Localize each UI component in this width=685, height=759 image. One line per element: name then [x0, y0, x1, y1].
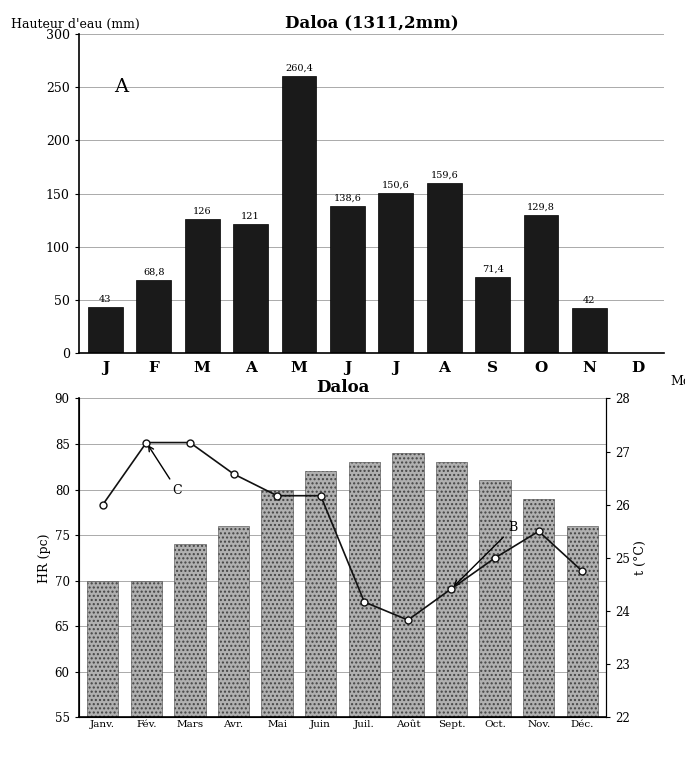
- Text: C: C: [149, 446, 182, 497]
- Text: 121: 121: [241, 213, 260, 221]
- Text: 129,8: 129,8: [527, 203, 555, 212]
- Text: 68,8: 68,8: [143, 268, 164, 276]
- Title: Daloa (1311,2mm): Daloa (1311,2mm): [285, 14, 458, 31]
- Text: 159,6: 159,6: [430, 172, 458, 180]
- Bar: [136, 280, 171, 353]
- Bar: [393, 453, 423, 759]
- Y-axis label: HR (pc): HR (pc): [38, 533, 51, 583]
- Text: Mois: Mois: [671, 375, 685, 389]
- Bar: [330, 206, 365, 353]
- Bar: [185, 219, 220, 353]
- Y-axis label: t (°C): t (°C): [634, 540, 647, 575]
- Text: Hauteur d'eau (mm): Hauteur d'eau (mm): [12, 18, 140, 31]
- Text: 260,4: 260,4: [285, 64, 313, 73]
- Text: 138,6: 138,6: [334, 194, 362, 203]
- Bar: [479, 480, 511, 759]
- Title: Daloa: Daloa: [316, 379, 369, 395]
- Bar: [88, 307, 123, 353]
- Bar: [378, 193, 413, 353]
- Bar: [174, 544, 206, 759]
- Bar: [427, 184, 462, 353]
- Text: 42: 42: [583, 296, 596, 305]
- Bar: [566, 526, 598, 759]
- Bar: [572, 308, 607, 353]
- Bar: [436, 462, 467, 759]
- Bar: [282, 76, 316, 353]
- Bar: [131, 581, 162, 759]
- Bar: [523, 215, 558, 353]
- Bar: [349, 462, 380, 759]
- Bar: [262, 490, 292, 759]
- Text: 71,4: 71,4: [482, 265, 503, 274]
- Bar: [87, 581, 119, 759]
- Text: A: A: [114, 77, 128, 96]
- Text: 43: 43: [99, 295, 112, 304]
- Bar: [523, 499, 554, 759]
- Bar: [233, 225, 268, 353]
- Text: 150,6: 150,6: [382, 181, 410, 190]
- Bar: [218, 526, 249, 759]
- Text: B: B: [455, 521, 517, 586]
- Text: 126: 126: [193, 207, 212, 216]
- Bar: [475, 277, 510, 353]
- Bar: [305, 471, 336, 759]
